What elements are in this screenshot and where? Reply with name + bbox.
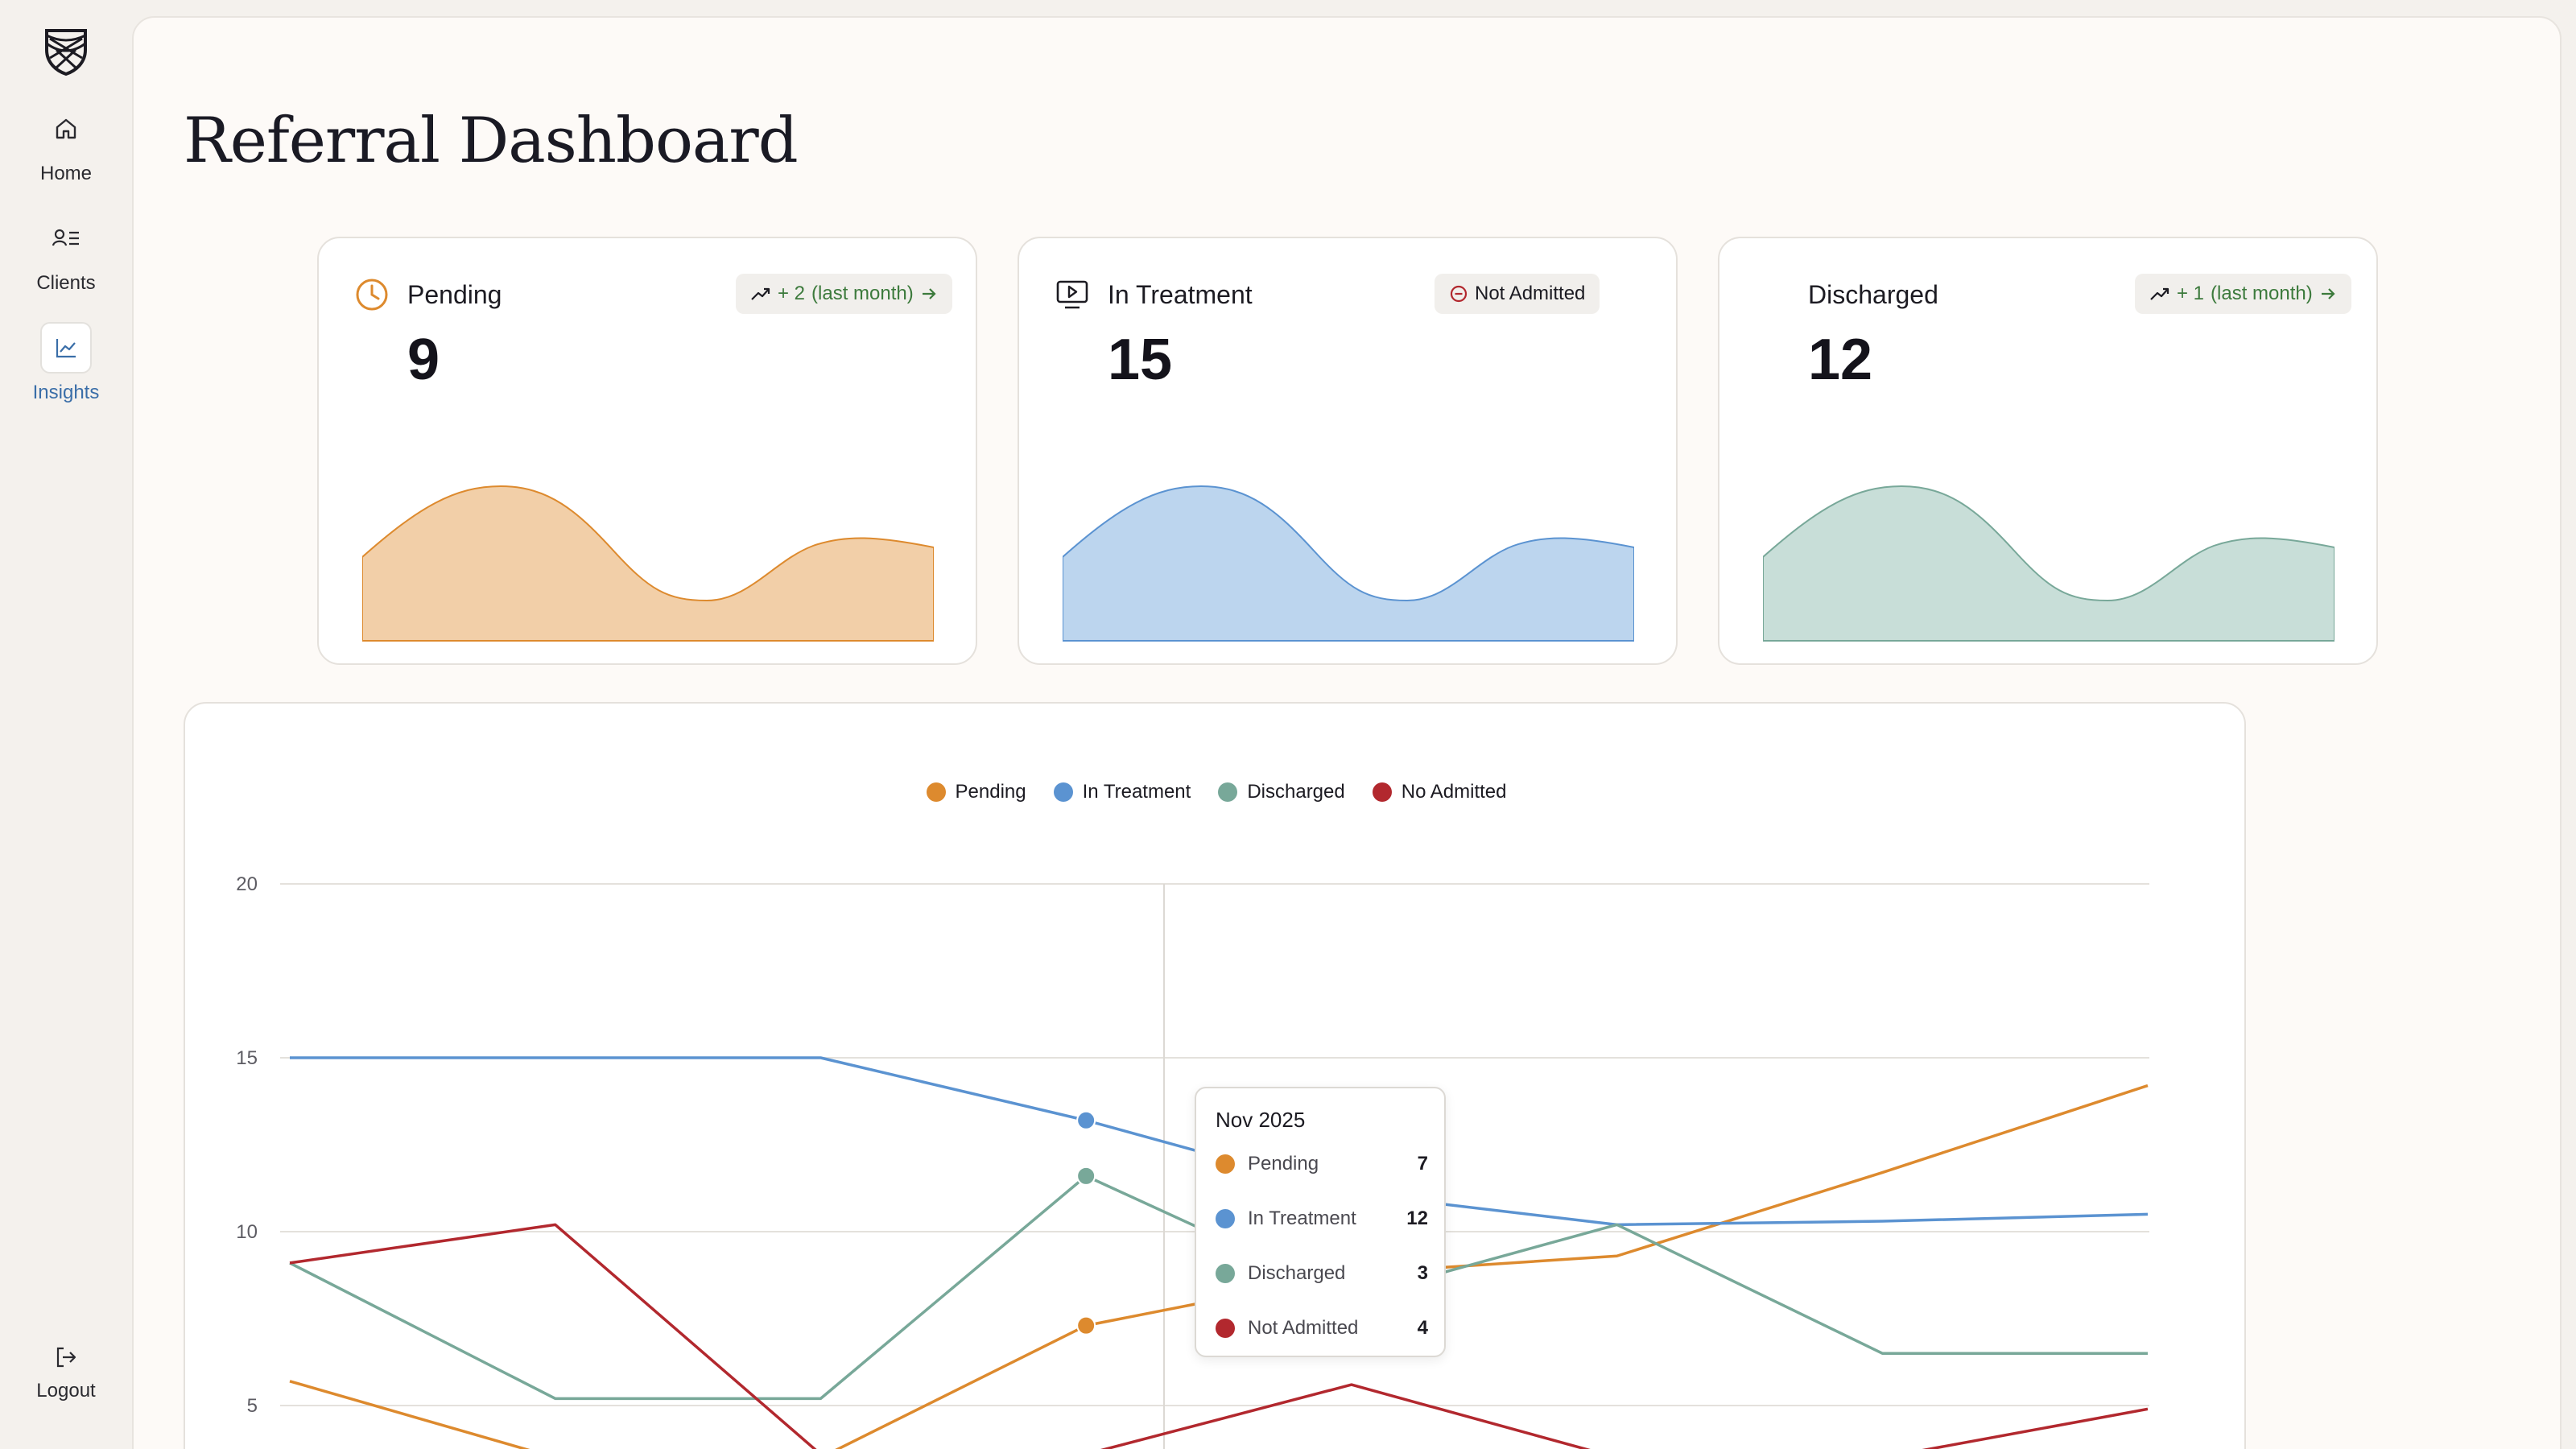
badge-period: (last month)	[811, 283, 914, 304]
status-badge[interactable]: Not Admitted	[1435, 274, 1600, 314]
logout-icon	[53, 1344, 79, 1370]
legend-label: In Treatment	[1082, 781, 1191, 803]
sparkline-area	[1763, 485, 2334, 642]
tooltip-dot	[1216, 1319, 1235, 1338]
sidebar-item-label: Insights	[32, 382, 100, 403]
chart-legend: Pending In Treatment Discharged No Admit…	[185, 781, 2244, 803]
legend-label: No Admitted	[1401, 781, 1507, 803]
y-tick-label: 15	[236, 1047, 258, 1069]
legend-dot	[1218, 782, 1238, 802]
tooltip-title: Nov 2025	[1216, 1108, 1306, 1132]
chart-tooltip: Nov 2025 Pending 7 In Treatment 12 Disch…	[1195, 1087, 1446, 1357]
card-value: 12	[1808, 328, 1873, 392]
logout-button[interactable]: Logout	[0, 1344, 132, 1402]
legend-item-no-admitted[interactable]: No Admitted	[1372, 781, 1507, 803]
series-line-no-admitted[interactable]	[289, 1223, 2149, 1449]
tooltip-series-name: Not Admitted	[1248, 1317, 1359, 1339]
y-tick-label: 10	[236, 1221, 258, 1243]
trend-up-icon	[751, 287, 770, 300]
tooltip-series-name: Discharged	[1248, 1262, 1346, 1284]
tooltip-series-value: 4	[1417, 1317, 1428, 1339]
sidebar-item-insights[interactable]: Insights	[0, 322, 132, 404]
sidebar-item-label: Home	[39, 163, 93, 184]
tooltip-dot	[1216, 1154, 1235, 1174]
tooltip-series-value: 12	[1406, 1208, 1428, 1229]
pending-card: Pending 9 + 2 (last month)	[317, 237, 977, 665]
legend-item-discharged[interactable]: Discharged	[1218, 781, 1345, 803]
discharged-sparkline	[1763, 485, 2334, 642]
legend-label: Pending	[955, 781, 1026, 803]
tooltip-row: Not Admitted 4	[1216, 1312, 1428, 1344]
home-icon	[40, 103, 92, 155]
badge-period: (last month)	[2211, 283, 2313, 304]
card-value: 9	[407, 328, 440, 392]
card-value: 15	[1108, 328, 1173, 392]
pending-sparkline	[362, 485, 934, 642]
sidebar-item-label: Clients	[36, 272, 96, 294]
trend-badge[interactable]: + 2 (last month)	[736, 274, 952, 314]
legend-dot	[1053, 782, 1073, 802]
sidebar: Home Clients Insights Logout	[0, 0, 132, 1449]
page-title: Referral Dashboard	[184, 105, 799, 177]
tooltip-series-value: 3	[1417, 1262, 1428, 1284]
tooltip-dot	[1216, 1264, 1235, 1283]
in-treatment-sparkline	[1063, 485, 1634, 642]
tooltip-row: In Treatment 12	[1216, 1203, 1428, 1235]
tooltip-series-value: 7	[1417, 1153, 1428, 1174]
hover-point-in-treatment	[1076, 1110, 1096, 1130]
hover-point-pending	[1076, 1315, 1096, 1335]
tooltip-row: Discharged 3	[1216, 1257, 1428, 1290]
insights-icon	[40, 322, 92, 374]
sidebar-item-home[interactable]: Home	[0, 103, 132, 185]
logout-label: Logout	[36, 1380, 96, 1402]
trend-up-icon	[2150, 287, 2169, 300]
legend-dot	[926, 782, 946, 802]
sidebar-item-clients[interactable]: Clients	[0, 213, 132, 295]
sparkline-area	[362, 485, 934, 642]
badge-delta: + 2	[778, 283, 806, 304]
clients-icon	[40, 213, 92, 264]
y-tick-label: 5	[247, 1395, 258, 1417]
card-label: Pending	[407, 280, 502, 309]
in-treatment-card: In Treatment 15 Not Admitted	[1018, 237, 1678, 665]
discharged-card: Discharged 12 + 1 (last month)	[1718, 237, 2378, 665]
logo-icon	[40, 26, 92, 77]
arrow-right-icon	[2321, 288, 2335, 299]
card-label: In Treatment	[1108, 280, 1253, 309]
clock-icon	[354, 277, 390, 312]
card-label: Discharged	[1808, 280, 1938, 309]
badge-delta: + 1	[2177, 283, 2205, 304]
sparkline-area	[1063, 485, 1634, 642]
hover-point-discharged	[1076, 1166, 1096, 1186]
badge-text: Not Admitted	[1475, 283, 1586, 304]
arrow-right-icon	[922, 288, 936, 299]
trend-badge[interactable]: + 1 (last month)	[2135, 274, 2351, 314]
tooltip-dot	[1216, 1209, 1235, 1228]
tooltip-row: Pending 7	[1216, 1148, 1428, 1180]
tooltip-series-name: Pending	[1248, 1153, 1319, 1174]
legend-dot	[1372, 782, 1392, 802]
y-tick-label: 20	[236, 873, 258, 895]
legend-label: Discharged	[1247, 781, 1345, 803]
legend-item-pending[interactable]: Pending	[926, 781, 1026, 803]
minus-circle-icon	[1450, 285, 1468, 303]
tooltip-series-name: In Treatment	[1248, 1208, 1356, 1229]
legend-item-in-treatment[interactable]: In Treatment	[1053, 781, 1191, 803]
monitor-play-icon	[1055, 277, 1090, 312]
